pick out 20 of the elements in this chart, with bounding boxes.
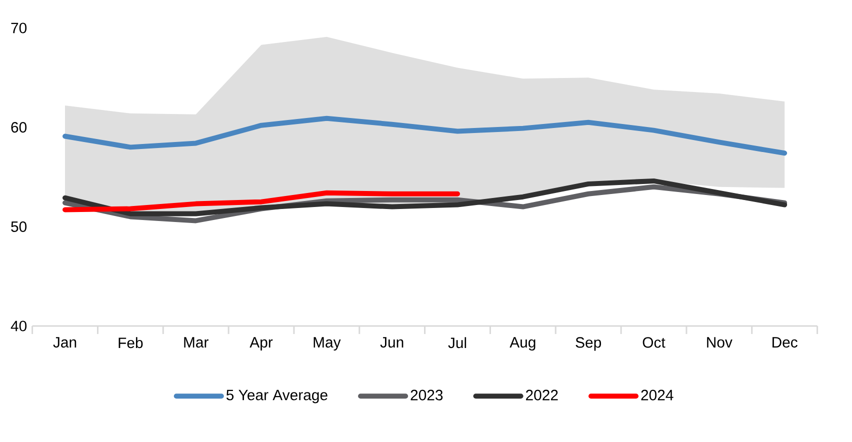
x-tick-label: May (314, 337, 341, 351)
x-tick-label: Apr (250, 337, 273, 351)
y-tick-label: 40 (10, 320, 27, 332)
x-tick-label: Feb (118, 337, 143, 348)
x-tick-label: Sep (576, 337, 602, 351)
legend-label: 2024 (641, 390, 674, 400)
y-tick-label: 60 (11, 122, 27, 133)
x-tick-label: Dec (772, 337, 798, 348)
legend-label: 2023 (410, 390, 443, 400)
x-tick-label: Nov (707, 337, 732, 348)
legend-label: 2022 (526, 390, 558, 400)
x-tick-label: Jun (380, 337, 404, 348)
x-tick-label: Oct (642, 337, 666, 348)
x-tick-label: Mar (184, 337, 208, 348)
y-tick-label: 50 (11, 221, 27, 232)
y-tick-label: 70 (11, 22, 27, 34)
legend-label: 5 Year Average (226, 390, 328, 404)
x-tick-label: Jan (53, 337, 76, 348)
x-tick-label: Jul (448, 337, 466, 348)
x-tick-label: Aug (510, 337, 536, 351)
